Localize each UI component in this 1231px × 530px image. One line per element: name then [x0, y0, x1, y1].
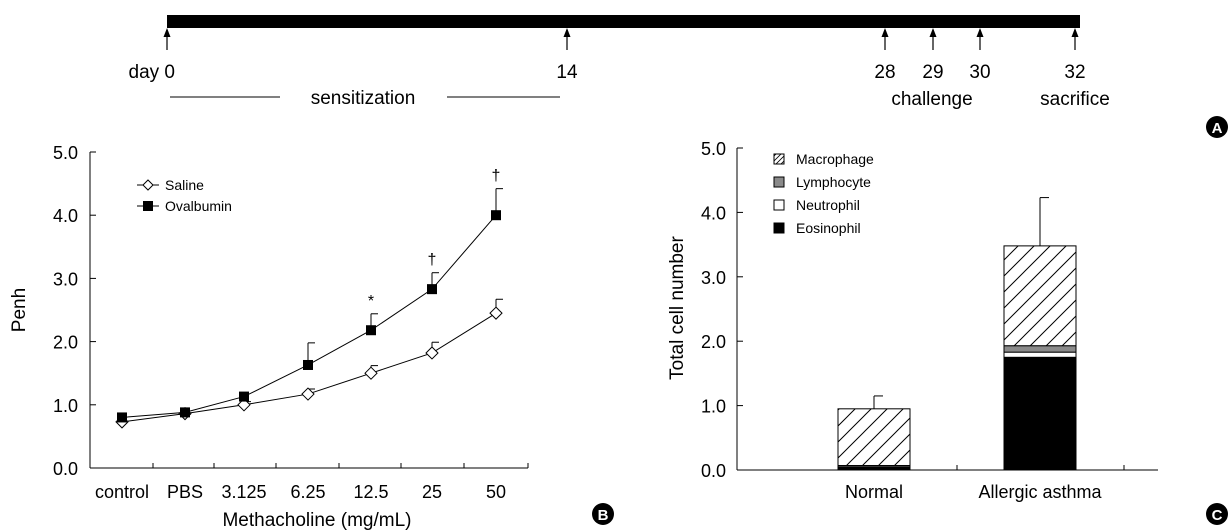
- chart-b-point-ovalbumin: [180, 407, 190, 418]
- timeline-label-day-32: 32: [1064, 62, 1085, 83]
- chart-b-point-saline: [301, 387, 315, 401]
- chart-c-x-tick-label: Normal: [845, 482, 903, 502]
- chart-c-legend-label: Lymphocyte: [796, 174, 871, 190]
- chart-c-legend-swatch-macrophage: [773, 153, 785, 165]
- chart-c-x-tick-label: Allergic asthma: [978, 482, 1102, 502]
- svg-text:A: A: [1212, 120, 1223, 137]
- chart-b-point-ovalbumin: [239, 391, 249, 402]
- chart-b-x-tick-label: 25: [422, 482, 442, 502]
- chart-b-point-ovalbumin: [427, 284, 437, 295]
- panel-badge-a: A: [1206, 116, 1228, 138]
- chart-b-xlabel: Methacholine (mg/mL): [222, 510, 411, 530]
- chart-b-legend-label: Ovalbumin: [165, 198, 232, 214]
- timeline-bar: [167, 15, 1080, 28]
- timeline-arrowhead-day-0: [163, 28, 171, 37]
- chart-b-point-saline: [425, 346, 439, 360]
- chart-b-ylabel: Penh: [9, 288, 30, 332]
- chart-c-bar-segment-macrophage: [837, 408, 911, 466]
- chart-b-y-tick-label: 4.0: [53, 206, 78, 226]
- chart-c-legend-swatch-lymphocyte: [773, 176, 785, 188]
- chart-c-legend-swatch-neutrophil: [773, 199, 785, 211]
- chart-c-legend-label: Neutrophil: [796, 197, 860, 213]
- chart-b-y-tick-label: 0.0: [53, 459, 78, 479]
- chart-c-y-tick-label: 0.0: [701, 461, 726, 481]
- chart-b-point-saline: [489, 306, 503, 320]
- timeline-label-day-30: 30: [969, 62, 990, 83]
- chart-c-legend-label: Eosinophil: [796, 220, 861, 236]
- timeline-label-day-28: 28: [874, 62, 895, 83]
- chart-c-legend-label: Macrophage: [796, 151, 874, 167]
- chart-b-x-tick-label: 6.25: [290, 482, 325, 502]
- cell-count-bar-chart: Total cell number 0.0 1.0 2.0 3.0 4.0 5.0 Norm…: [667, 139, 1158, 502]
- chart-c-y-tick-label: 3.0: [701, 268, 726, 288]
- chart-c-y-tick-label: 2.0: [701, 332, 726, 352]
- timeline-arrowhead-day-14: [563, 28, 571, 37]
- timeline-label-day-0: day 0: [129, 62, 175, 83]
- timeline-arrowhead-day-29: [929, 28, 937, 37]
- chart-b-point-ovalbumin: [303, 359, 313, 370]
- chart-b-legend-marker: [142, 179, 154, 191]
- sensitization-label: sensitization: [311, 88, 416, 109]
- chart-c-bar-segment-eosinophil: [1003, 356, 1077, 471]
- chart-b-x-tick-label: 12.5: [353, 482, 388, 502]
- chart-b-y-tick-label: 1.0: [53, 396, 78, 416]
- chart-b-y-tick-label: 5.0: [53, 143, 78, 163]
- svg-text:C: C: [1212, 507, 1223, 524]
- chart-b-x-tick-label: control: [95, 482, 149, 502]
- timeline-label-day-29: 29: [922, 62, 943, 83]
- chart-c-y-tick-label: 5.0: [701, 139, 726, 159]
- chart-b-point-ovalbumin: [366, 325, 376, 336]
- svg-text:B: B: [598, 507, 609, 524]
- panel-badge-b: B: [592, 503, 614, 525]
- sacrifice-label: sacrifice: [1040, 89, 1110, 110]
- timeline-arrowhead-day-30: [976, 28, 984, 37]
- chart-b-annotation: †: [492, 168, 501, 185]
- chart-b-annotation: *: [368, 293, 374, 310]
- chart-b-series-line-ovalbumin: [121, 214, 497, 418]
- timeline-panel: day 0 14 28 29 30 32 sensitization challenge …: [129, 15, 1110, 110]
- penh-line-chart: Penh Methacholine (mg/mL) 0.0 1.0 2.0 3.0 4.…: [9, 143, 529, 530]
- timeline-arrowhead-day-28: [881, 28, 889, 37]
- chart-b-point-ovalbumin: [491, 210, 501, 221]
- chart-b-x-tick-label: 50: [486, 482, 506, 502]
- chart-b-y-tick-label: 3.0: [53, 269, 78, 289]
- chart-b-point-saline: [237, 398, 251, 412]
- chart-b-point-saline: [364, 366, 378, 380]
- chart-b-legend-label: Saline: [165, 177, 204, 193]
- chart-c-legend-swatch-eosinophil: [773, 222, 785, 234]
- chart-b-x-tick-label: PBS: [167, 482, 203, 502]
- timeline-arrowhead-day-32: [1071, 28, 1079, 37]
- chart-c-ylabel: Total cell number: [667, 236, 688, 380]
- chart-c-bar-segment-macrophage: [1003, 245, 1077, 347]
- chart-c-bar-segment-neutrophil: [1003, 351, 1077, 358]
- chart-b-y-tick-label: 2.0: [53, 333, 78, 353]
- panel-badge-c: C: [1206, 503, 1228, 525]
- chart-b-legend-marker: [143, 201, 153, 211]
- chart-b-x-tick-label: 3.125: [221, 482, 266, 502]
- timeline-label-day-14: 14: [556, 62, 578, 83]
- chart-c-y-tick-label: 1.0: [701, 397, 726, 417]
- challenge-label: challenge: [891, 89, 972, 110]
- chart-b-annotation: †: [428, 252, 437, 269]
- chart-b-point-ovalbumin: [117, 412, 127, 423]
- chart-c-bar-segment-lymphocyte: [1003, 345, 1077, 353]
- chart-c-y-tick-label: 4.0: [701, 203, 726, 223]
